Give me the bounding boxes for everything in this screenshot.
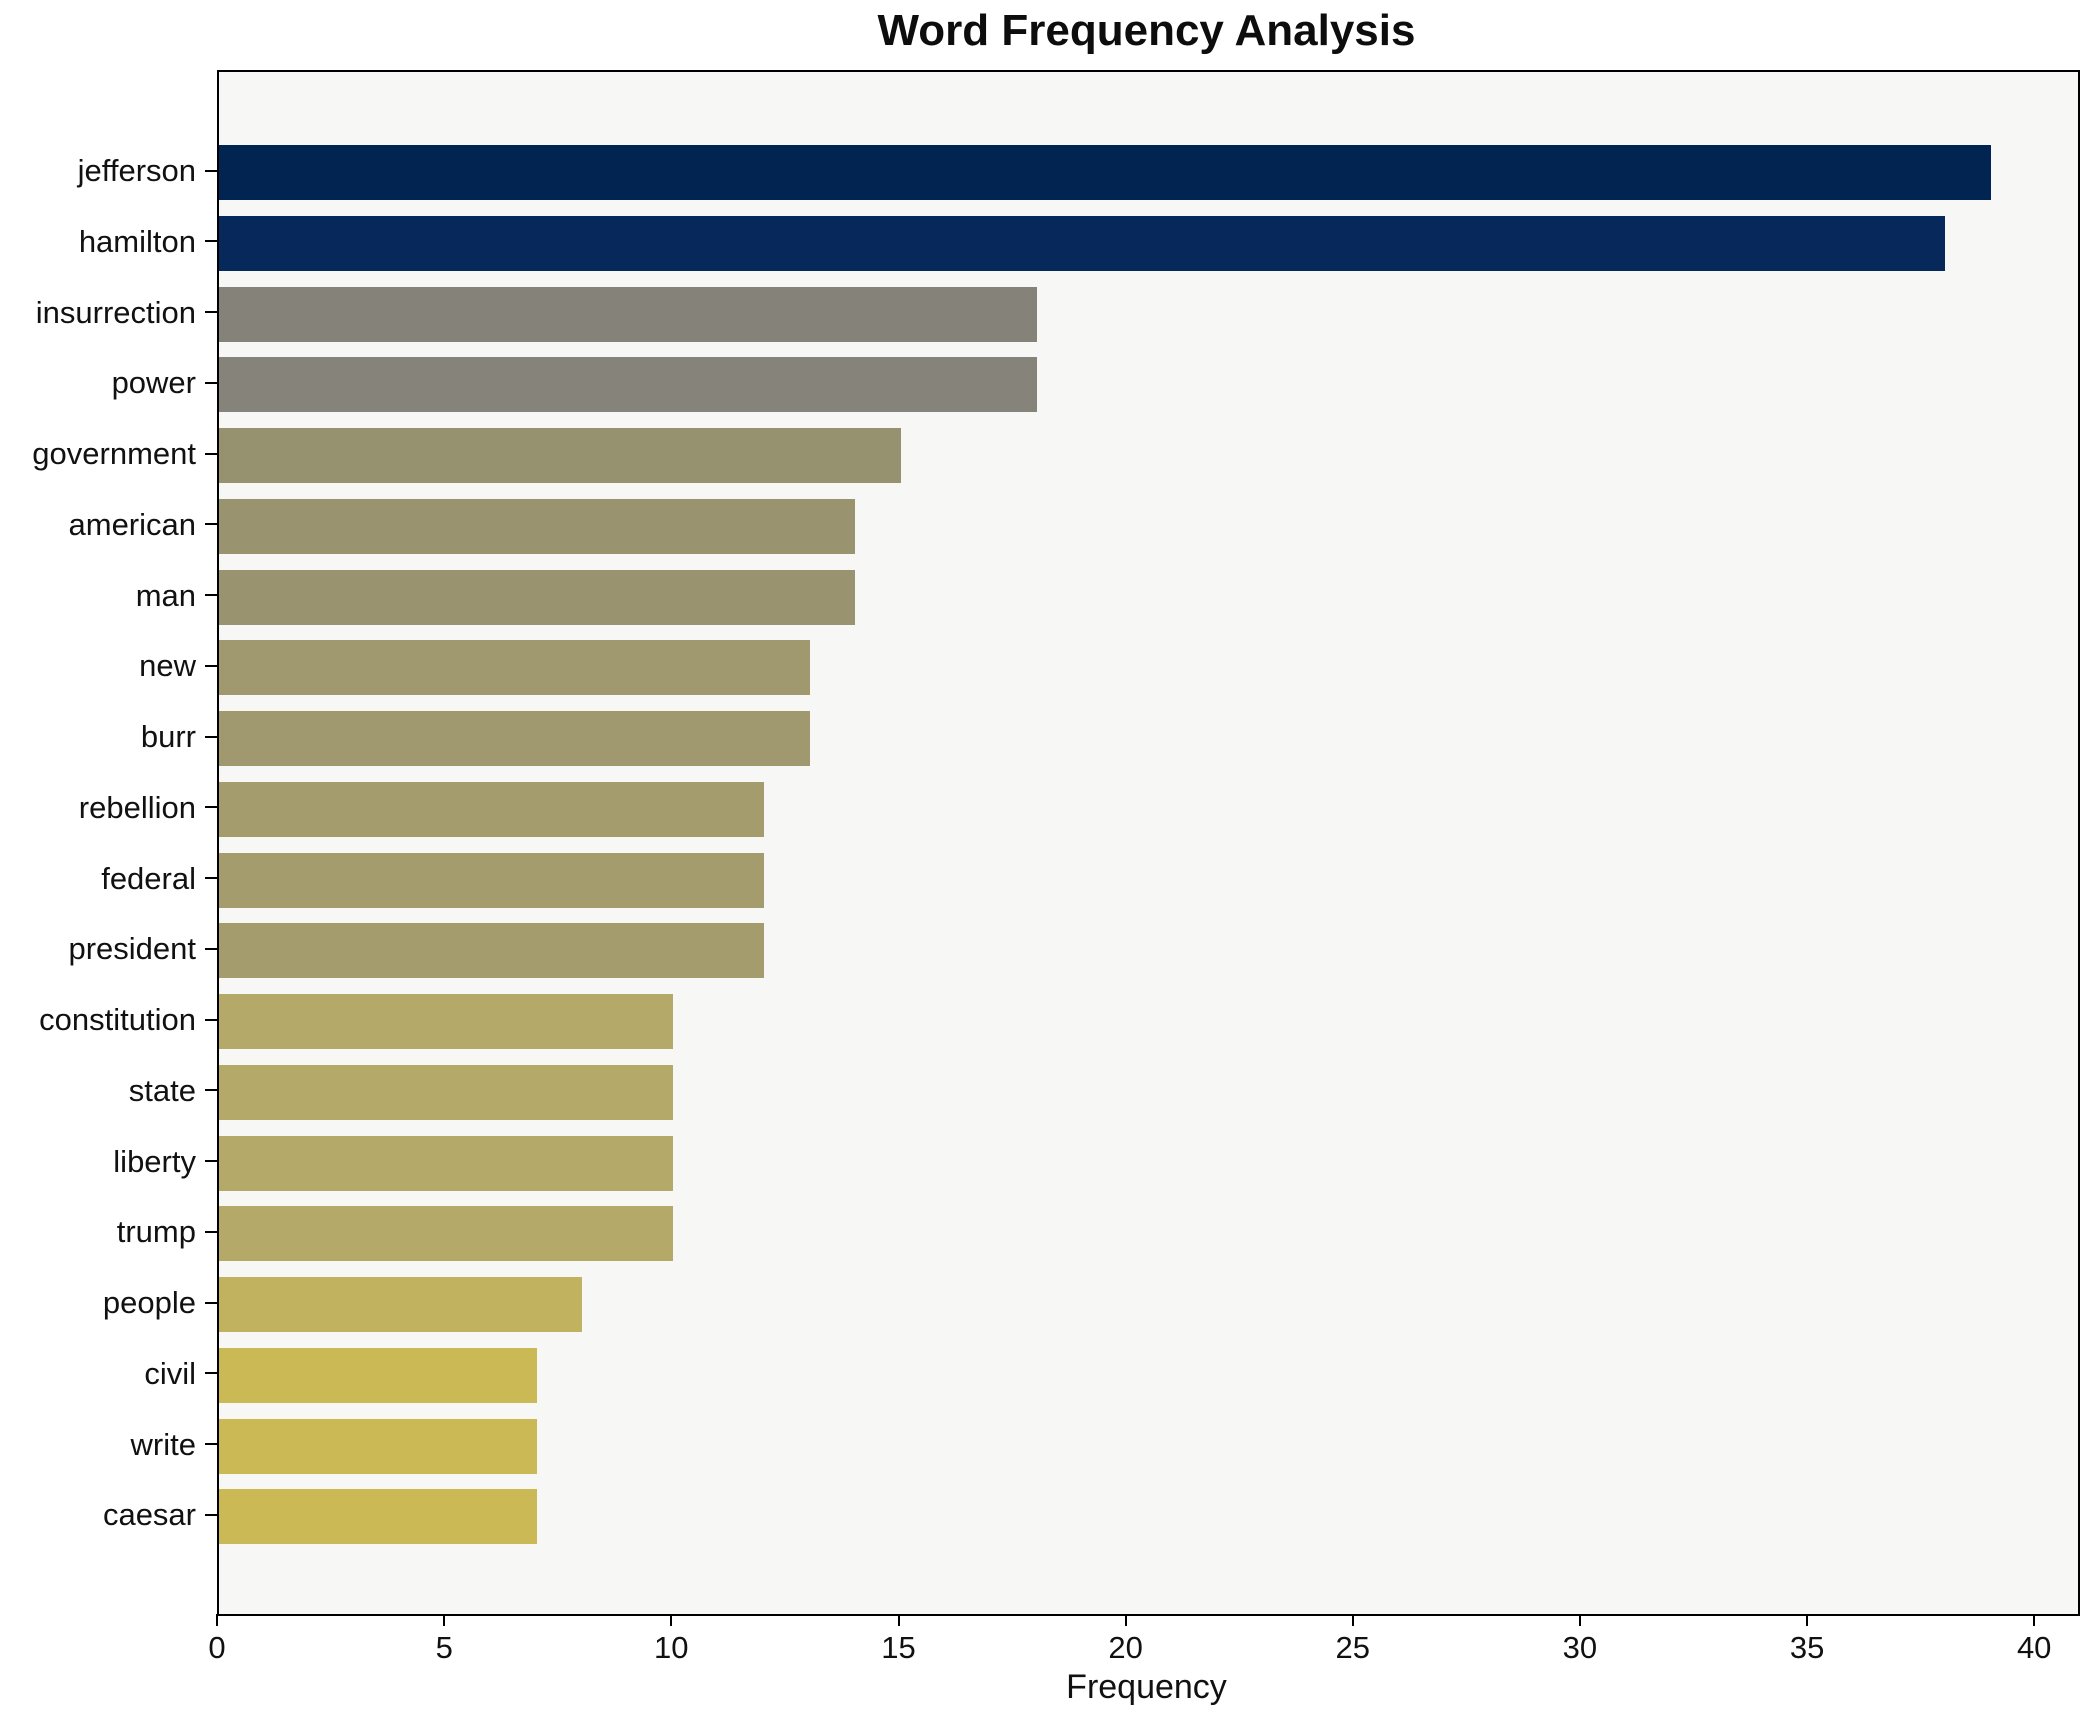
- x-tick-label-20: 20: [1108, 1630, 1143, 1665]
- bar-federal: [219, 852, 765, 908]
- y-axis-label-man: man: [135, 577, 196, 613]
- y-tick-burr: [205, 735, 217, 738]
- y-tick-people: [205, 1301, 217, 1304]
- y-axis-label-insurrection: insurrection: [35, 294, 196, 330]
- x-tick-15: [897, 1614, 900, 1626]
- y-axis-label-burr: burr: [140, 719, 196, 755]
- x-tick-label-30: 30: [1562, 1630, 1598, 1665]
- bar-man: [219, 569, 855, 625]
- y-axis-label-liberty: liberty: [113, 1143, 196, 1179]
- bar-constitution: [219, 994, 674, 1050]
- bar-people: [219, 1277, 583, 1333]
- bar-liberty: [219, 1135, 674, 1191]
- y-tick-state: [205, 1089, 217, 1092]
- y-tick-federal: [205, 877, 217, 880]
- y-axis-label-american: american: [68, 506, 197, 542]
- y-axis-label-write: write: [130, 1426, 196, 1462]
- x-tick-10: [670, 1614, 673, 1626]
- bar-caesar: [219, 1489, 537, 1545]
- x-tick-5: [443, 1614, 446, 1626]
- x-tick-label-0: 0: [208, 1630, 226, 1665]
- y-axis-label-caesar: caesar: [102, 1497, 196, 1533]
- y-axis-label-state: state: [128, 1072, 196, 1108]
- x-tick-label-35: 35: [1789, 1630, 1825, 1665]
- bar-hamilton: [219, 215, 1946, 271]
- bar-president: [219, 923, 765, 979]
- x-tick-0: [216, 1614, 218, 1626]
- bar-insurrection: [219, 286, 1037, 342]
- x-tick-label-5: 5: [435, 1630, 453, 1665]
- y-axis-label-hamilton: hamilton: [78, 223, 196, 259]
- y-axis-label-federal: federal: [101, 860, 196, 896]
- bar-state: [219, 1064, 674, 1120]
- y-tick-caesar: [205, 1513, 217, 1516]
- chart-title: Word Frequency Analysis: [877, 6, 1416, 55]
- y-axis-label-jefferson: jefferson: [77, 153, 196, 188]
- y-axis-label-constitution: constitution: [39, 1002, 196, 1038]
- bar-civil: [219, 1347, 537, 1403]
- y-axis-label-civil: civil: [144, 1355, 196, 1391]
- plot-area: [217, 70, 2080, 1616]
- y-tick-hamilton: [205, 240, 217, 243]
- bar-new: [219, 640, 810, 696]
- y-tick-insurrection: [205, 311, 217, 313]
- bar-burr: [219, 711, 810, 767]
- bar-american: [219, 498, 855, 554]
- y-tick-civil: [205, 1372, 217, 1375]
- y-tick-new: [205, 664, 217, 667]
- y-tick-liberty: [205, 1160, 217, 1163]
- y-tick-government: [205, 452, 217, 455]
- y-axis-label-trump: trump: [116, 1214, 196, 1250]
- y-tick-constitution: [205, 1018, 217, 1021]
- x-tick-label-10: 10: [654, 1630, 689, 1665]
- bar-power: [219, 357, 1037, 413]
- x-tick-35: [1806, 1614, 1809, 1626]
- y-tick-trump: [205, 1230, 217, 1233]
- x-tick-label-15: 15: [881, 1630, 916, 1665]
- y-tick-man: [205, 594, 217, 597]
- y-axis-label-new: new: [139, 648, 196, 684]
- x-tick-20: [1124, 1614, 1127, 1626]
- y-axis-label-government: government: [32, 436, 196, 471]
- bar-government: [219, 428, 901, 483]
- bar-trump: [219, 1206, 674, 1262]
- x-tick-label-40: 40: [2016, 1630, 2052, 1665]
- bar-rebellion: [219, 781, 765, 837]
- y-axis-label-rebellion: rebellion: [78, 789, 196, 825]
- x-tick-label-25: 25: [1335, 1630, 1371, 1665]
- y-tick-rebellion: [205, 806, 217, 809]
- y-axis-label-people: people: [102, 1285, 196, 1321]
- y-tick-american: [205, 523, 217, 526]
- y-axis-label-president: president: [68, 931, 196, 967]
- x-tick-25: [1351, 1614, 1354, 1626]
- y-tick-president: [205, 947, 217, 950]
- y-axis-label-power: power: [111, 365, 196, 401]
- y-tick-write: [205, 1443, 217, 1446]
- x-tick-30: [1578, 1614, 1581, 1626]
- bar-jefferson: [219, 145, 1991, 200]
- y-tick-power: [205, 381, 217, 384]
- x-axis-title: Frequency: [1066, 1668, 1227, 1706]
- y-tick-jefferson: [205, 169, 217, 172]
- x-tick-40: [2033, 1614, 2036, 1626]
- bar-write: [219, 1418, 537, 1474]
